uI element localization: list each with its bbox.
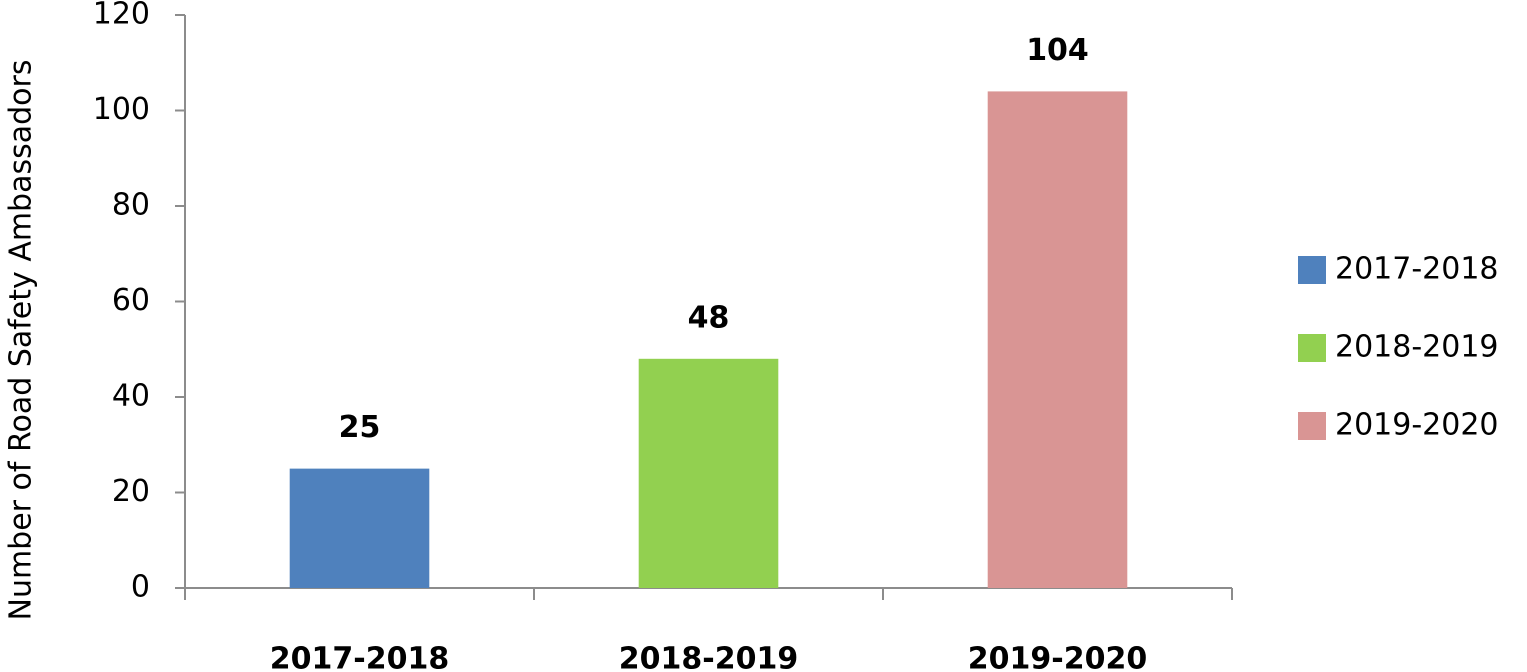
bar xyxy=(987,91,1128,589)
data-label: 25 xyxy=(339,410,381,445)
y-tick-label: 60 xyxy=(112,283,150,318)
legend-swatch xyxy=(1298,334,1326,362)
legend-label: 2018-2019 xyxy=(1335,330,1499,365)
data-label: 48 xyxy=(688,300,730,335)
legend-label: 2019-2020 xyxy=(1335,408,1499,443)
data-label: 104 xyxy=(1026,33,1089,68)
bar xyxy=(638,358,779,588)
y-tick-label: 80 xyxy=(112,188,150,223)
x-tick-label: 2019-2020 xyxy=(968,642,1147,672)
y-tick-label: 100 xyxy=(93,92,150,127)
y-tick-label: 0 xyxy=(131,570,150,605)
y-axis-label: Number of Road Safety Ambassadors xyxy=(4,60,39,621)
y-tick-label: 120 xyxy=(93,0,150,32)
x-tick-label: 2018-2019 xyxy=(619,642,798,672)
y-tick-label: 40 xyxy=(112,379,150,414)
y-tick-label: 20 xyxy=(112,474,150,509)
legend-swatch xyxy=(1298,256,1326,284)
bar xyxy=(289,468,430,588)
legend-label: 2017-2018 xyxy=(1335,252,1499,287)
legend-swatch xyxy=(1298,412,1326,440)
x-tick-label: 2017-2018 xyxy=(270,642,449,672)
